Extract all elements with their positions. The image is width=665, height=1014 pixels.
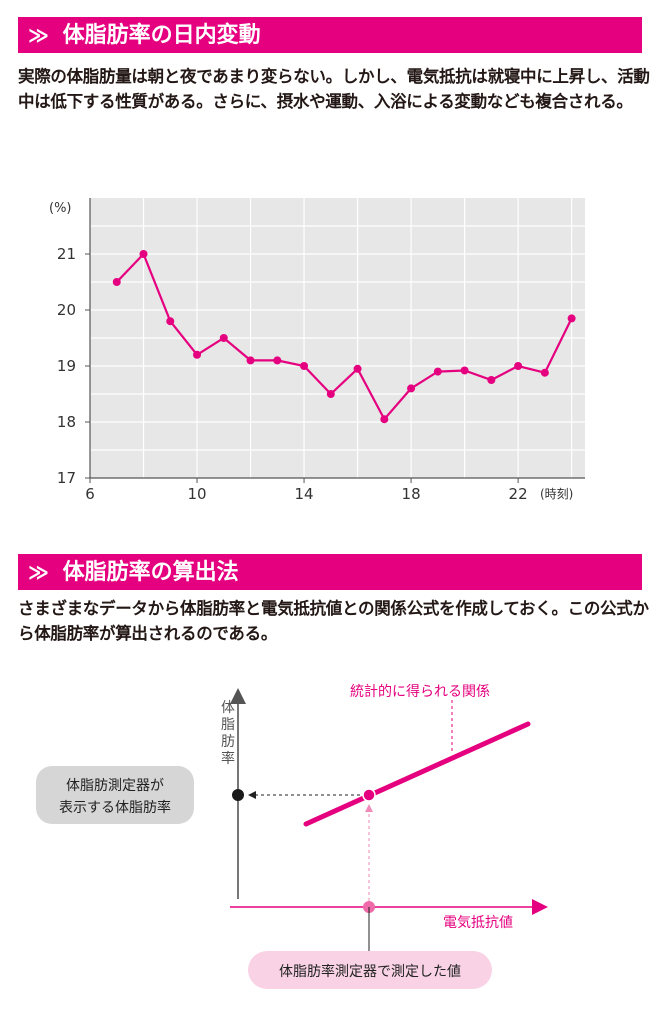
x-tick-label: 18 <box>402 485 421 503</box>
x-tick-label: 10 <box>187 485 206 503</box>
series-line <box>115 252 573 422</box>
data-point <box>139 250 148 258</box>
data-point <box>219 334 228 342</box>
data-point <box>380 415 389 424</box>
x-tick-label: 6 <box>85 485 95 503</box>
section-title: 体脂肪率の日内変動 <box>62 23 261 48</box>
double-chevron-icon: ≫ <box>28 560 49 584</box>
intersection-dot <box>362 788 376 802</box>
data-point <box>514 362 523 370</box>
data-points <box>112 250 576 424</box>
data-point <box>567 314 576 323</box>
y-ticks: 17 18 19 20 21 <box>57 245 90 487</box>
y-tick-label: 20 <box>57 301 76 319</box>
data-point <box>246 356 255 365</box>
data-point <box>540 368 549 377</box>
x-tick-label: 22 <box>509 485 528 503</box>
section-banner-daily-variation: ≫ 体脂肪率の日内変動 <box>18 17 642 53</box>
relation-label: 統計的に得られる関係 <box>350 683 490 700</box>
data-point <box>112 278 121 286</box>
measured-label: 体脂肪率測定器で測定した値 <box>279 963 461 980</box>
y-tick-label: 18 <box>57 413 76 431</box>
relation-diagram: 体脂肪率 電気抵抗値 統計的に得られる関係 体脂肪測定器が 表示する体脂肪率 体… <box>36 683 548 989</box>
result-label-line2: 表示する体脂肪率 <box>59 799 171 816</box>
data-point <box>326 390 335 398</box>
y-axis-label: (%) <box>49 201 72 216</box>
x-axis-label: (時刻) <box>540 487 573 501</box>
section-banner-calculation: ≫ 体脂肪率の算出法 <box>18 554 642 590</box>
svg-text:体脂肪率: 体脂肪率 <box>221 700 235 767</box>
data-point <box>487 376 496 384</box>
section-title: 体脂肪率の算出法 <box>62 560 239 585</box>
result-label-box <box>36 766 194 824</box>
result-label-line1: 体脂肪測定器が <box>66 778 164 794</box>
diagram-x-axis-label: 電気抵抗値 <box>443 915 513 931</box>
diagram-y-axis-label: 体脂肪率 <box>221 700 235 767</box>
data-point <box>433 367 442 376</box>
data-point <box>166 317 175 326</box>
line-chart: 17 18 19 20 21 6 10 14 18 22 (%) (時刻) <box>49 198 585 503</box>
x-ticks: 6 10 14 18 22 <box>85 478 528 503</box>
data-point <box>300 362 309 370</box>
section-body-text: さまざまなデータから体脂肪率と電気抵抗値との関係公式を作成しておく。この公式から… <box>18 599 649 643</box>
x-tick-label: 14 <box>295 485 314 503</box>
data-point <box>273 356 282 365</box>
y-tick-label: 19 <box>57 357 76 375</box>
data-point <box>353 364 362 373</box>
data-point <box>460 366 469 375</box>
grid-lines <box>90 198 585 478</box>
y-tick-label: 21 <box>57 245 76 263</box>
y-axis-result-dot <box>232 789 244 801</box>
y-tick-label: 17 <box>57 469 76 487</box>
relation-line <box>303 721 531 827</box>
data-point <box>193 350 202 359</box>
data-point <box>407 384 416 393</box>
measured-label-box <box>248 951 492 989</box>
section-body-text: 実際の体脂肪量は朝と夜であまり変らない。しかし、電気抵抗は就寝中に上昇し、活動中… <box>18 67 650 111</box>
